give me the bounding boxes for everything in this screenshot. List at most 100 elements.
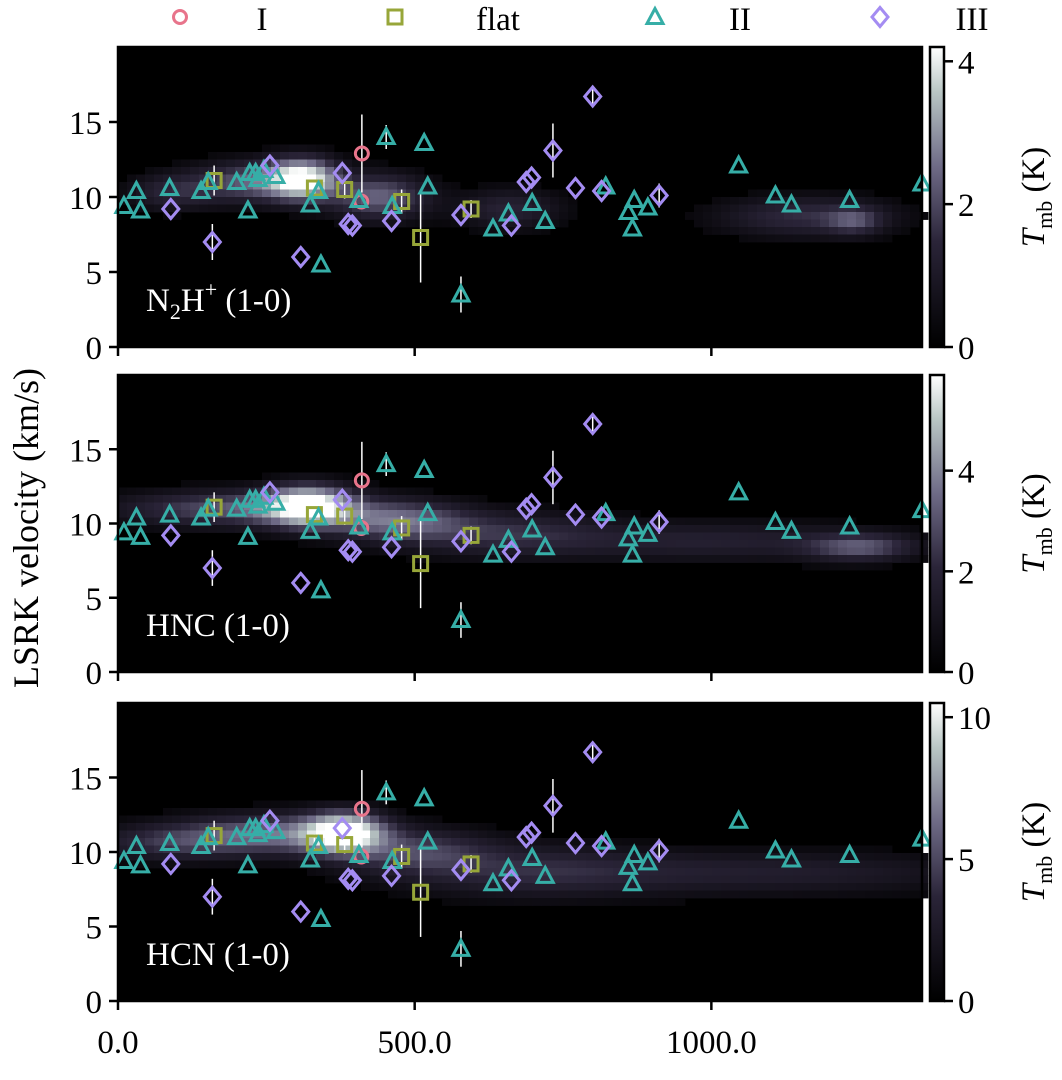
data-point-iii	[342, 539, 363, 564]
data-point-ii	[237, 525, 259, 545]
series-ii	[113, 452, 933, 638]
data-point-ii	[617, 855, 639, 875]
data-point-ii	[621, 871, 643, 892]
data-point-iii	[381, 535, 402, 560]
data-point-ii	[348, 514, 370, 535]
series-ii	[113, 780, 933, 967]
data-point-iii	[516, 170, 537, 194]
data-point-ii	[413, 131, 435, 151]
colorbar-gradient	[928, 45, 946, 349]
data-point-ii	[253, 158, 275, 178]
data-point-ii	[621, 216, 643, 237]
panel-label: HNC (1-0)	[146, 608, 290, 644]
data-point-ii	[299, 847, 321, 868]
legend-marker-i	[172, 9, 188, 25]
data-point-iii	[342, 213, 363, 238]
data-point-ii	[521, 191, 543, 211]
data-point-i	[353, 472, 370, 489]
colorbar: 0 5 10 Tmb (K)	[928, 701, 1057, 1021]
data-point-ii	[595, 174, 617, 195]
y-tick-label: 0	[86, 331, 103, 367]
data-point-ii	[417, 829, 439, 850]
data-point-ii	[125, 505, 147, 526]
legend-marker-flat	[386, 8, 404, 26]
colorbar-tick-label: 0	[958, 656, 975, 692]
data-point-ii	[728, 480, 750, 501]
data-point-flat	[412, 229, 430, 246]
data-point-ii	[637, 522, 659, 542]
data-point-ii	[764, 838, 786, 859]
y-tick-label: 15	[69, 106, 102, 142]
data-point-ii	[197, 170, 219, 190]
data-point-ii	[521, 517, 543, 538]
data-point-ii	[375, 780, 397, 801]
panel-label: HCN (1-0)	[146, 937, 290, 973]
data-point-ii	[125, 834, 147, 855]
legend-label-i: I	[257, 2, 268, 38]
data-point-ii	[450, 282, 472, 303]
data-point-iii	[542, 793, 563, 818]
data-point-i	[353, 800, 370, 817]
data-point-ii	[637, 850, 659, 871]
data-point-ii	[375, 125, 397, 145]
legend-marker-ii	[644, 5, 666, 25]
data-point-ii	[780, 519, 802, 539]
colorbar-tick-label: 2	[958, 555, 975, 591]
data-point-iii	[202, 884, 223, 909]
data-point-ii	[253, 485, 275, 505]
data-point-iii	[332, 161, 353, 185]
data-point-iii	[259, 153, 280, 178]
plot-frame	[116, 701, 924, 1003]
data-point-iii	[591, 505, 612, 530]
data-point-iii	[501, 213, 522, 238]
legend-marker-iii	[870, 5, 890, 29]
data-point-iii	[290, 899, 311, 924]
colorbar-tick-label: 0	[958, 985, 975, 1021]
data-point-ii	[299, 519, 321, 539]
legend-label-ii: II	[729, 2, 751, 38]
legend-label-flat: flat	[476, 2, 520, 38]
data-point-iii	[542, 465, 563, 490]
colorbar-tick-label: 0	[958, 331, 975, 367]
plot-frame	[116, 373, 924, 674]
data-point-iii	[516, 825, 537, 849]
series-flat	[205, 820, 480, 937]
colorbar-tick-label: 10	[958, 701, 991, 737]
data-point-ii	[839, 188, 861, 208]
data-point-ii	[417, 174, 439, 195]
data-point-ii	[623, 514, 645, 535]
data-point-iii	[565, 831, 586, 855]
data-point-iii	[582, 412, 603, 436]
panels: 0 5 10 15 N2H+ (1-0) 0 2 4 Tmb (K) 0 5 10 15 HNC (1-0…	[69, 45, 1057, 1061]
y-tick-label: 10	[69, 181, 102, 217]
panel-label: N2H+ (1-0)	[146, 277, 291, 324]
y-tick-label: 5	[86, 911, 103, 947]
data-point-ii	[375, 452, 397, 473]
panel-3: 0 5 10 15 0.0 500.0 1000.0 HCN (1-0) 0 5 10 Tmb (K)	[69, 701, 1057, 1061]
x-tick-label: 0.0	[97, 1025, 138, 1061]
data-point-ii	[764, 183, 786, 204]
data-point-ii	[197, 825, 219, 846]
data-point-ii	[617, 200, 639, 220]
data-point-ii	[310, 907, 332, 928]
data-point-iii	[259, 808, 280, 833]
data-point-ii	[159, 831, 181, 852]
data-point-iii	[649, 183, 670, 208]
data-point-ii	[308, 834, 330, 855]
data-point-iii	[450, 529, 471, 554]
data-point-ii	[348, 843, 370, 863]
data-point-ii	[534, 535, 556, 556]
data-point-ii	[113, 849, 135, 869]
data-point-ii	[728, 153, 750, 174]
data-point-ii	[534, 864, 556, 884]
data-point-iii	[338, 538, 359, 563]
colorbar-label: Tmb (K)	[1016, 802, 1057, 903]
data-point-ii	[413, 458, 435, 479]
x-tick-label: 500.0	[378, 1025, 452, 1061]
colorbar: 0 2 4 Tmb (K)	[928, 373, 1057, 692]
data-point-iii	[565, 502, 586, 527]
data-point-ii	[413, 786, 435, 807]
y-tick-label: 0	[86, 985, 103, 1021]
data-point-iii	[649, 838, 670, 863]
data-point-iii	[521, 165, 542, 190]
